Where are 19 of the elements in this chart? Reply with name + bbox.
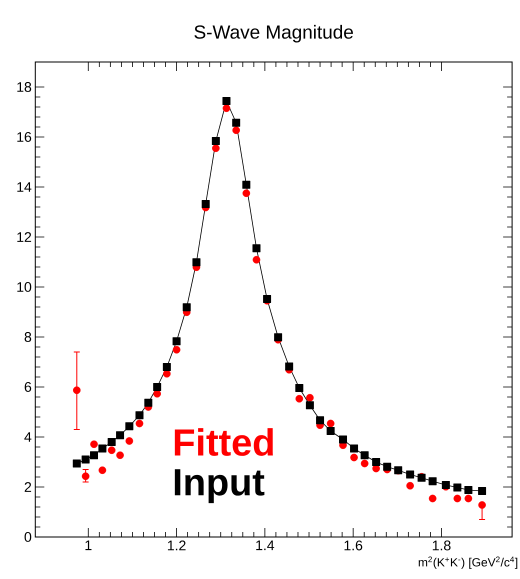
- y-tick-label: 12: [17, 232, 32, 242]
- y-tick-label: 10: [17, 282, 32, 292]
- x-tick-label: 1.2: [168, 540, 186, 550]
- x-tick-label: 1.6: [344, 540, 362, 550]
- y-tick-label: 18: [17, 82, 32, 92]
- chart-title: S-Wave Magnitude: [194, 24, 353, 42]
- text: m$^{2}$(K$^{+}$K$^{-}$) [GeV$^{2}$/c$^{4}$]: [418, 556, 518, 569]
- y-tick-label: 14: [17, 182, 32, 192]
- y-tick-label: 6: [24, 382, 32, 392]
- series-label: Fitted: [174, 428, 273, 456]
- y-tick-label: 16: [17, 132, 32, 142]
- x-tick-label: 1.4: [256, 540, 274, 550]
- y-tick-label: 2: [24, 482, 32, 492]
- series-label: Input: [174, 469, 264, 504]
- x-tick-label: 1: [85, 540, 92, 550]
- y-tick-label: 4: [24, 432, 32, 442]
- y-tick-label: 0: [24, 532, 32, 542]
- x-tick-label: 1.8: [432, 540, 451, 550]
- y-tick-label: 8: [24, 332, 32, 342]
